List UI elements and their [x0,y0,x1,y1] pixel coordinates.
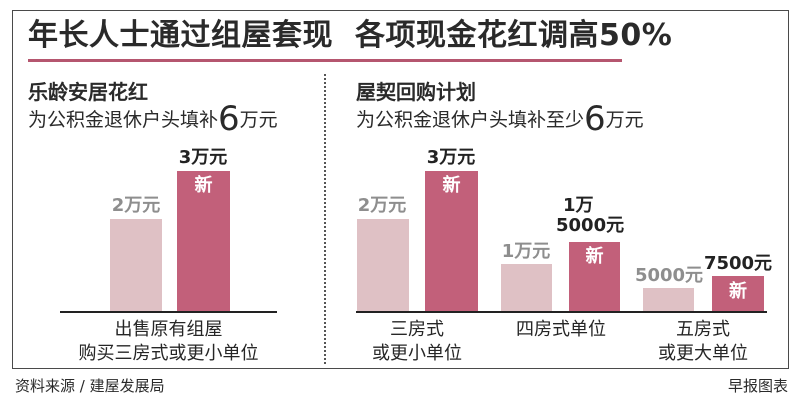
page-title: 年长人士通过组屋套现 各项现金花红调高50% [28,17,672,55]
value-label-old: 5000元 [634,265,704,286]
category-label: 出售原有组屋 购买三房式或更小单位 [78,319,259,364]
right-axis-line [356,311,767,313]
value-label-old: 1万元 [501,241,551,262]
bar-old [357,219,409,311]
value-label-old: 2万元 [111,195,161,216]
title-part-2: 各项现金花红调高50% [355,18,673,53]
bar-old [501,264,552,311]
bar-new: 新 [425,171,478,311]
credit-note: 早报图表 [727,377,788,395]
bar-new: 新 [712,276,764,311]
bar-old [643,288,694,311]
bar-new: 新 [177,171,230,311]
right-section-heading: 屋契回购计划 [356,80,476,104]
value-label-new: 7500元 [703,253,773,274]
new-tag: 新 [442,175,461,196]
new-tag: 新 [194,175,213,196]
left-section-heading: 乐龄安居花红 [28,80,148,104]
left-axis-line [60,311,277,313]
chart-frame [12,10,789,369]
category-label: 五房式 或更大单位 [658,319,748,364]
source-note: 资料来源 / 建屋发展局 [15,377,165,395]
value-label-new: 1万 5000元 [556,195,625,236]
right-section-subtitle: 为公积金退休户头填补至少6万元 [356,99,644,139]
new-tag: 新 [585,246,604,267]
value-label-old: 2万元 [357,195,407,216]
subtitle-number: 6 [218,99,240,139]
value-label-new: 3万元 [178,147,228,168]
subtitle-number: 6 [584,99,606,139]
section-divider [324,74,326,364]
category-label: 四房式单位 [516,319,606,340]
value-label-new: 3万元 [426,147,476,168]
new-tag: 新 [729,281,747,302]
title-part-1: 年长人士通过组屋套现 [28,18,333,53]
bar-new: 新 [569,242,620,311]
title-underline [28,59,622,62]
category-label: 三房式 或更小单位 [372,319,462,364]
bar-old [110,219,162,311]
left-section-subtitle: 为公积金退休户头填补6万元 [28,99,278,139]
